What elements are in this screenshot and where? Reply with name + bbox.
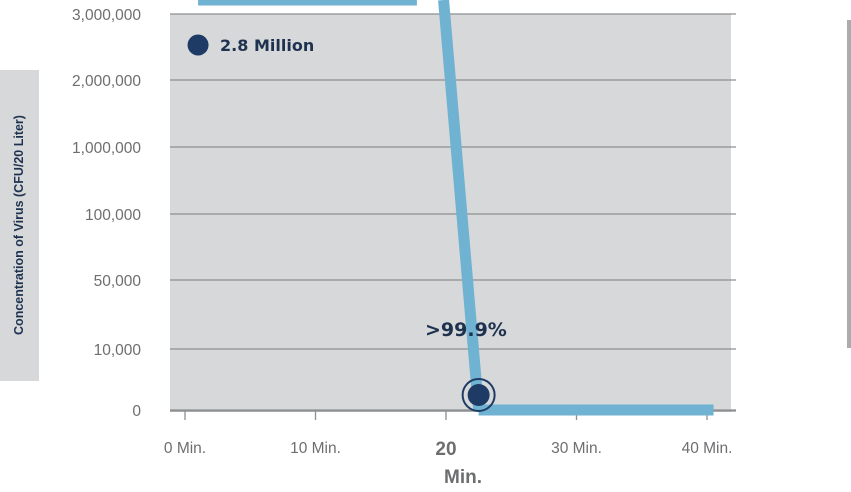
- annotations: 2.8 Million >99.9%: [220, 36, 507, 341]
- y-axis-title-box: [0, 70, 39, 381]
- y-axis-title: Concentration of Virus (CFU/20 Liter): [12, 115, 26, 335]
- y-tick-label: 50,000: [94, 273, 142, 290]
- x-tick-label: 20: [435, 439, 456, 460]
- x-tick-label: 30 Min.: [551, 440, 602, 457]
- end-point-ring: [461, 378, 496, 412]
- x-axis-title: Min.: [444, 467, 482, 488]
- y-tick-label: 100,000: [85, 207, 141, 224]
- y-tick-label: 0: [132, 403, 141, 420]
- y-tick-label: 1,000,000: [72, 140, 141, 157]
- data-markers: [187, 34, 496, 412]
- series-segment: [438, 0, 485, 411]
- annotation-reduction: >99.9%: [425, 319, 507, 341]
- start-point-marker: [187, 34, 209, 56]
- x-axis: 0 Min. 10 Min. 20 30 Min. 40 Min.: [164, 410, 736, 460]
- y-tick-label: 3,000,000: [72, 7, 141, 24]
- y-tick-label: 2,000,000: [72, 73, 141, 90]
- x-tick-label: 40 Min.: [682, 440, 733, 457]
- annotation-start-value: 2.8 Million: [220, 36, 314, 55]
- right-edge-bar: [847, 20, 851, 348]
- series-line: [198, 0, 714, 416]
- end-point-marker: [467, 384, 490, 406]
- y-tick-label: 10,000: [94, 342, 142, 359]
- x-tick-label: 0 Min.: [164, 440, 206, 457]
- y-axis-ticks: 3,000,000 2,000,000 1,000,000 100,000 50,000…: [72, 7, 141, 420]
- x-tick-label: 10 Min.: [290, 440, 341, 457]
